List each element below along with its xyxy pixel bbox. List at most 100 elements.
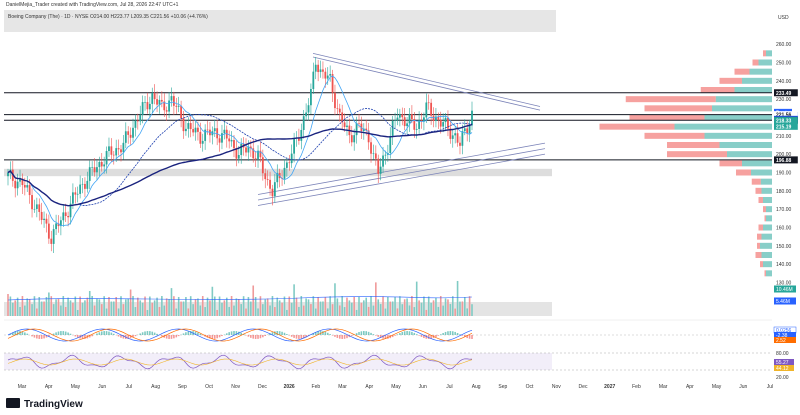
volume-bar (211, 286, 214, 316)
candle-body (396, 117, 399, 121)
volume-bar (399, 296, 401, 316)
volume-bar (242, 296, 245, 316)
volume-bar (33, 296, 36, 316)
volume-bar (322, 301, 324, 316)
volume-bar (394, 297, 396, 316)
candle-body (459, 142, 461, 146)
volume-bar (266, 298, 269, 316)
candle-body (124, 131, 127, 143)
candle-body (454, 133, 457, 136)
macd-histogram-bar (242, 333, 245, 335)
candle-body (84, 183, 86, 189)
macd-histogram-bar (372, 334, 375, 335)
volume-bar (350, 302, 353, 316)
volume-bar (237, 299, 240, 316)
candle-body (112, 154, 115, 156)
volume-profile-up-bar (761, 233, 772, 240)
candle-body (298, 137, 300, 141)
candle-body (165, 110, 168, 112)
volume-bar (31, 304, 33, 316)
candle-body (300, 129, 303, 141)
candle-body (67, 215, 70, 218)
volume-profile-up-bar (742, 77, 772, 84)
volume-bar (302, 305, 305, 316)
macd-histogram-bar (451, 331, 454, 335)
volume-bar (358, 296, 360, 316)
macd-histogram-bar (40, 335, 43, 339)
macd-histogram-bar (425, 335, 428, 339)
volume-bar (379, 304, 382, 316)
volume-bar (48, 292, 50, 316)
volume-profile-up-bar (766, 206, 772, 213)
volume-bar (360, 302, 363, 316)
macd-histogram-bar (435, 335, 437, 338)
volume-bar (52, 304, 55, 316)
candle-body (177, 105, 180, 107)
volume-bar (163, 305, 166, 316)
volume-profile-down-bar (719, 160, 742, 167)
candle-body (103, 164, 106, 167)
macd-histogram-bar (81, 335, 84, 339)
x-tick-label: Jun (98, 384, 106, 390)
volume-bar (218, 296, 221, 316)
candle-body (50, 238, 53, 244)
x-tick-label: Apr (45, 384, 53, 390)
rsi-line (7, 354, 473, 370)
candle-body (334, 92, 336, 109)
volume-bar (194, 299, 197, 316)
candle-body (23, 185, 26, 188)
macd-histogram-bar (363, 331, 365, 335)
macd-histogram-bar (444, 331, 447, 335)
ma-mid-line (7, 108, 473, 207)
volume-bar (156, 297, 158, 316)
macd-histogram-bar (338, 335, 341, 339)
macd-histogram-bar (370, 332, 372, 335)
volume-bar (257, 308, 259, 316)
candle-body (432, 115, 435, 121)
candle-body (254, 158, 257, 160)
candle-body (86, 180, 89, 189)
volume-bar (129, 289, 132, 316)
candle-body (69, 203, 72, 218)
volume-profile-down-bar (700, 87, 735, 93)
volume-bar (158, 306, 161, 316)
macd-histogram-bar (31, 335, 33, 337)
macd-histogram-bar (199, 333, 202, 335)
macd-histogram-bar (447, 331, 449, 335)
volume-bar (338, 305, 341, 316)
macd-histogram-bar (194, 331, 197, 335)
volume-bar (247, 296, 250, 316)
candle-body (216, 128, 219, 139)
macd-histogram-bar (418, 335, 420, 336)
candle-body (16, 181, 19, 189)
candle-body (435, 116, 437, 121)
macd-histogram-bar (358, 332, 360, 335)
macd-histogram-bar (314, 332, 317, 335)
macd-histogram-bar (331, 335, 334, 336)
volume-badge-label: 10.46M (776, 287, 793, 293)
candle-body (439, 119, 442, 127)
macd-histogram-bar (411, 331, 413, 335)
candle-body (355, 123, 358, 136)
macd-histogram-bar (449, 331, 452, 335)
volume-bar (74, 296, 77, 316)
macd-histogram-bar (156, 333, 158, 335)
price-chart[interactable]: USD260.00250.00240.00230.00220.00210.002… (0, 0, 800, 395)
macd-histogram-bar (228, 332, 230, 335)
volume-bar (175, 308, 178, 316)
y-tick-label: 190.00 (776, 171, 792, 177)
macd-histogram-bar (334, 335, 336, 337)
volume-profile-up-bar (766, 215, 772, 222)
macd-histogram-bar (134, 335, 137, 337)
macd-histogram-bar (322, 331, 324, 335)
volume-bar (103, 296, 105, 316)
macd-histogram-bar (466, 335, 468, 339)
volume-profile-down-bar (757, 242, 760, 249)
volume-bar (81, 302, 84, 316)
macd-histogram-bar (161, 335, 163, 337)
volume-profile-up-bar (763, 197, 772, 203)
volume-bar (331, 304, 334, 316)
volume-bar (105, 308, 108, 316)
candle-body (146, 102, 149, 110)
macd-histogram-bar (76, 335, 79, 338)
